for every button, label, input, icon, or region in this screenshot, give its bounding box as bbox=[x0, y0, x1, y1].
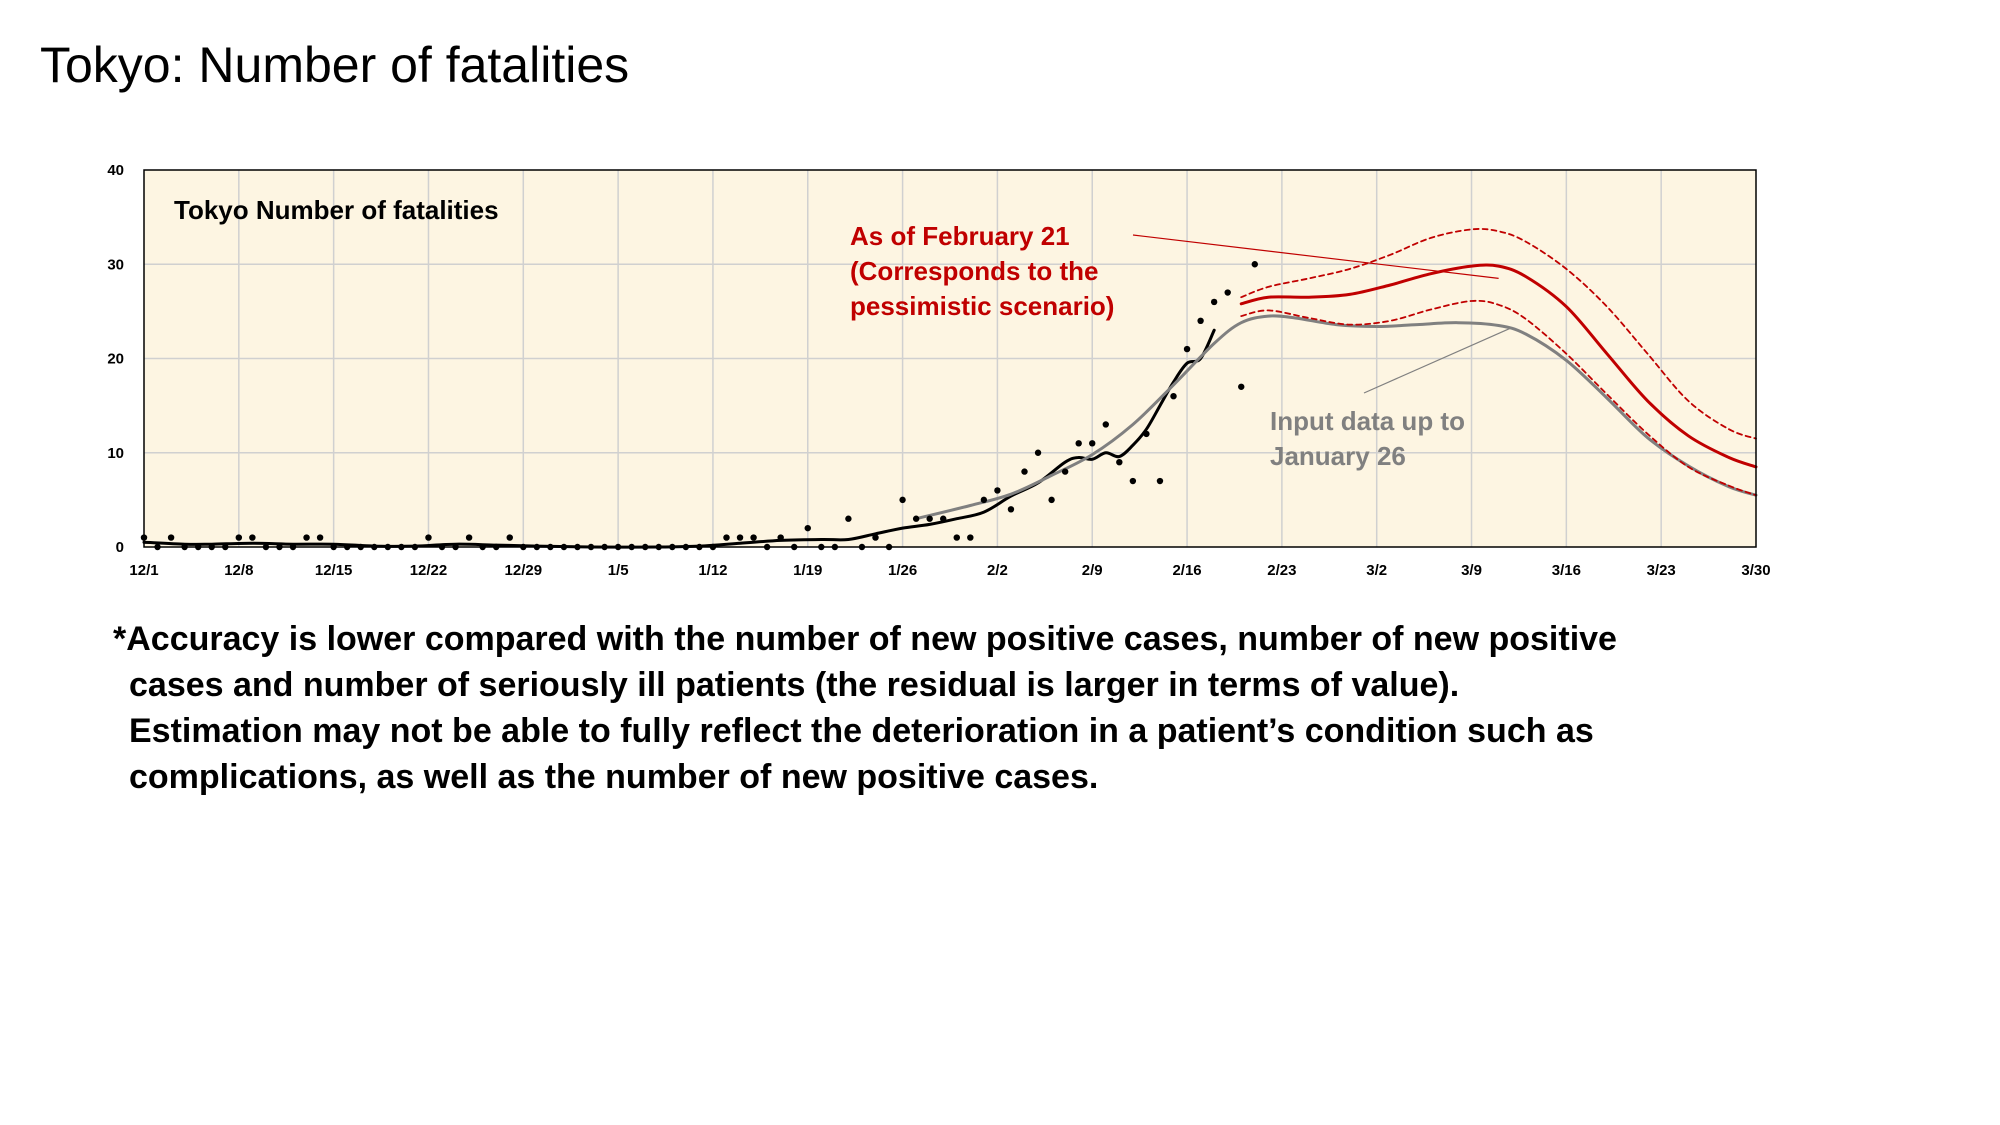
series-line bbox=[1239, 263, 1758, 469]
observed-point bbox=[506, 534, 513, 541]
observed-point bbox=[899, 496, 906, 504]
observed-point bbox=[1197, 317, 1204, 324]
x-tick-label: 2/16 bbox=[1172, 562, 1201, 579]
observed-point bbox=[1007, 506, 1015, 513]
y-tick-label: 20 bbox=[107, 351, 124, 368]
x-tick-label: 1/5 bbox=[608, 562, 629, 579]
slide-title: Tokyo: Number of fatalities bbox=[40, 37, 630, 93]
x-tick-label: 12/1 bbox=[129, 562, 158, 579]
annotation-leader-line bbox=[1363, 326, 1513, 394]
x-tick-label: 12/8 bbox=[224, 562, 253, 579]
observed-point bbox=[167, 534, 175, 541]
observed-point bbox=[316, 534, 324, 541]
observed-point bbox=[1089, 440, 1096, 447]
x-tick-label: 1/19 bbox=[793, 562, 822, 579]
observed-point bbox=[1034, 449, 1042, 456]
y-tick-label: 10 bbox=[107, 445, 124, 462]
observed-point bbox=[940, 515, 947, 522]
observed-point bbox=[980, 496, 988, 504]
x-tick-label: 3/30 bbox=[1741, 562, 1770, 579]
observed-point bbox=[872, 534, 879, 541]
footnote-line: cases and number of seriously ill patien… bbox=[129, 666, 1460, 704]
x-tick-label: 12/29 bbox=[505, 562, 543, 579]
observed-point bbox=[1075, 440, 1082, 447]
fatalities-chart: 12/1 12/8 12/15 12/22 12/29 1/5 1/12 1/19 1/26 2/… bbox=[107, 162, 1770, 579]
observed-point bbox=[967, 534, 974, 541]
observed-point bbox=[804, 524, 811, 532]
observed-point bbox=[1048, 496, 1055, 504]
annotation-label-line: January 26 bbox=[1270, 441, 1406, 471]
observed-point bbox=[249, 534, 256, 541]
annotation-label: Input data up to January 26 bbox=[1270, 406, 1465, 471]
observed-point bbox=[926, 515, 933, 522]
observed-point bbox=[1170, 393, 1177, 400]
annotation-label-line: (Corresponds to the bbox=[850, 256, 1098, 286]
projection-band-line bbox=[1240, 299, 1757, 497]
observed-point bbox=[723, 534, 730, 541]
projection-band-line bbox=[1240, 228, 1757, 440]
y-tick-label: 30 bbox=[107, 256, 124, 273]
x-tick-label: 1/12 bbox=[698, 562, 727, 579]
series-line bbox=[914, 314, 1758, 521]
observed-point bbox=[912, 515, 920, 522]
annotation-label-line: Input data up to bbox=[1270, 406, 1465, 436]
observed-point bbox=[1156, 477, 1164, 485]
annotation-label-line: As of February 21 bbox=[850, 221, 1070, 251]
observed-point bbox=[1116, 458, 1123, 466]
observed-point bbox=[1143, 430, 1150, 438]
footnote-line: Estimation may not be able to fully refl… bbox=[129, 712, 1594, 750]
observed-point bbox=[235, 534, 243, 541]
footnote-line: *Accuracy is lower compared with the num… bbox=[113, 620, 1617, 658]
observed-point bbox=[1224, 289, 1231, 296]
y-tick-label: 40 bbox=[107, 162, 124, 179]
observed-point bbox=[465, 534, 473, 541]
observed-point bbox=[750, 534, 757, 541]
observed-point bbox=[777, 534, 784, 541]
observed-point bbox=[736, 534, 744, 541]
plot-frame bbox=[143, 169, 1757, 548]
observed-point bbox=[303, 534, 310, 541]
observed-point bbox=[1238, 383, 1245, 390]
x-tick-label: 12/22 bbox=[410, 562, 448, 579]
observed-point bbox=[1021, 468, 1028, 475]
y-tick-label: 0 bbox=[116, 539, 124, 556]
x-tick-label: 3/16 bbox=[1552, 562, 1581, 579]
observed-point bbox=[953, 534, 960, 541]
x-tick-label: 2/9 bbox=[1082, 562, 1103, 579]
observed-point bbox=[1251, 261, 1258, 268]
observed-point bbox=[1129, 477, 1137, 485]
annotation-label-line: pessimistic scenario) bbox=[850, 291, 1114, 321]
observed-point bbox=[994, 487, 1001, 494]
observed-point bbox=[425, 534, 432, 541]
x-tick-label: 3/23 bbox=[1647, 562, 1676, 579]
annotation-leader-line bbox=[1132, 234, 1499, 279]
x-tick-label: 2/2 bbox=[987, 562, 1008, 579]
observed-point bbox=[845, 515, 852, 522]
observed-point bbox=[1061, 468, 1069, 475]
chart-title: Tokyo Number of fatalities bbox=[174, 195, 499, 225]
observed-point bbox=[1102, 421, 1109, 428]
footnote-line: complications, as well as the number of … bbox=[129, 758, 1099, 796]
x-tick-label: 3/2 bbox=[1366, 562, 1387, 579]
observed-point bbox=[1183, 345, 1191, 353]
x-tick-label: 1/26 bbox=[888, 562, 917, 579]
x-tick-label: 2/23 bbox=[1267, 562, 1296, 579]
x-tick-label: 3/9 bbox=[1461, 562, 1482, 579]
annotation-label: As of February 21 (Corresponds to the pess… bbox=[850, 221, 1114, 321]
x-tick-label: 12/15 bbox=[315, 562, 353, 579]
footnote: *Accuracy is lower compared with the num… bbox=[113, 616, 1973, 800]
observed-point bbox=[1210, 298, 1218, 306]
